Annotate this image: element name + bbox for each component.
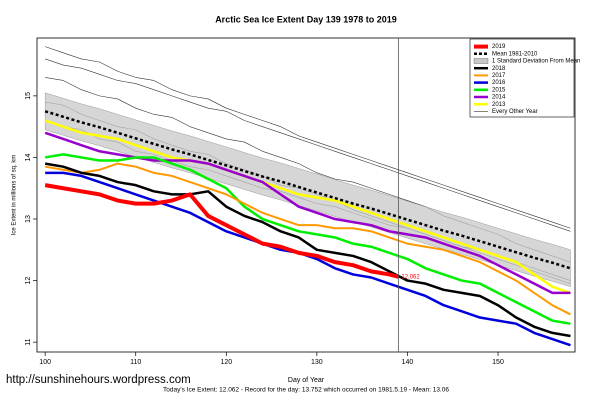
legend-label: 2019 [492, 44, 506, 50]
x-axis-label: Day of Year [288, 377, 325, 384]
legend-label: 2018 [492, 66, 506, 72]
y-tick-label: 11 [25, 338, 32, 345]
footer: Today's Ice Extent: 12.062 - Record for … [163, 387, 449, 394]
x-tick-label: 110 [130, 359, 141, 366]
series-line [44, 162, 571, 316]
y-tick-label: 15 [25, 92, 32, 100]
legend-label: 2014 [492, 95, 506, 101]
series-line [44, 162, 571, 338]
value-label: 12.062 [401, 274, 420, 280]
legend-label: 2017 [492, 73, 506, 79]
series-line [44, 153, 571, 325]
plot-frame [36, 37, 576, 353]
legend-label: 2016 [492, 80, 506, 86]
y-tick-label: 12 [25, 277, 32, 285]
legend-label: 2013 [492, 102, 506, 108]
y-axis-label: Ice Extent in millions of sq. km [12, 155, 18, 236]
other-year-line [45, 46, 571, 229]
source: http://sunshinehours.wordpress.com [6, 374, 191, 386]
x-tick-label: 120 [220, 359, 232, 366]
chart-title: Arctic Sea Ice Extent Day 139 1978 to 20… [215, 14, 397, 24]
y-tick-label: 14 [25, 153, 32, 161]
y-tick-label: 13 [25, 215, 32, 223]
x-tick-label: 130 [311, 359, 323, 366]
legend-label: 2015 [492, 87, 506, 93]
legend-label: Mean 1981-2010 [492, 51, 538, 57]
legend-swatch [473, 58, 489, 64]
legend-label: Every Other Year [492, 109, 538, 115]
legend-label: 1 Standard Deviation From Mean [492, 59, 580, 65]
other-year-line [45, 58, 571, 232]
series-line [44, 110, 571, 270]
series-line [44, 119, 571, 295]
x-tick-label: 140 [402, 359, 414, 366]
series-line [44, 183, 399, 279]
x-tick-label: 150 [492, 359, 504, 366]
x-tick-label: 100 [39, 359, 51, 366]
